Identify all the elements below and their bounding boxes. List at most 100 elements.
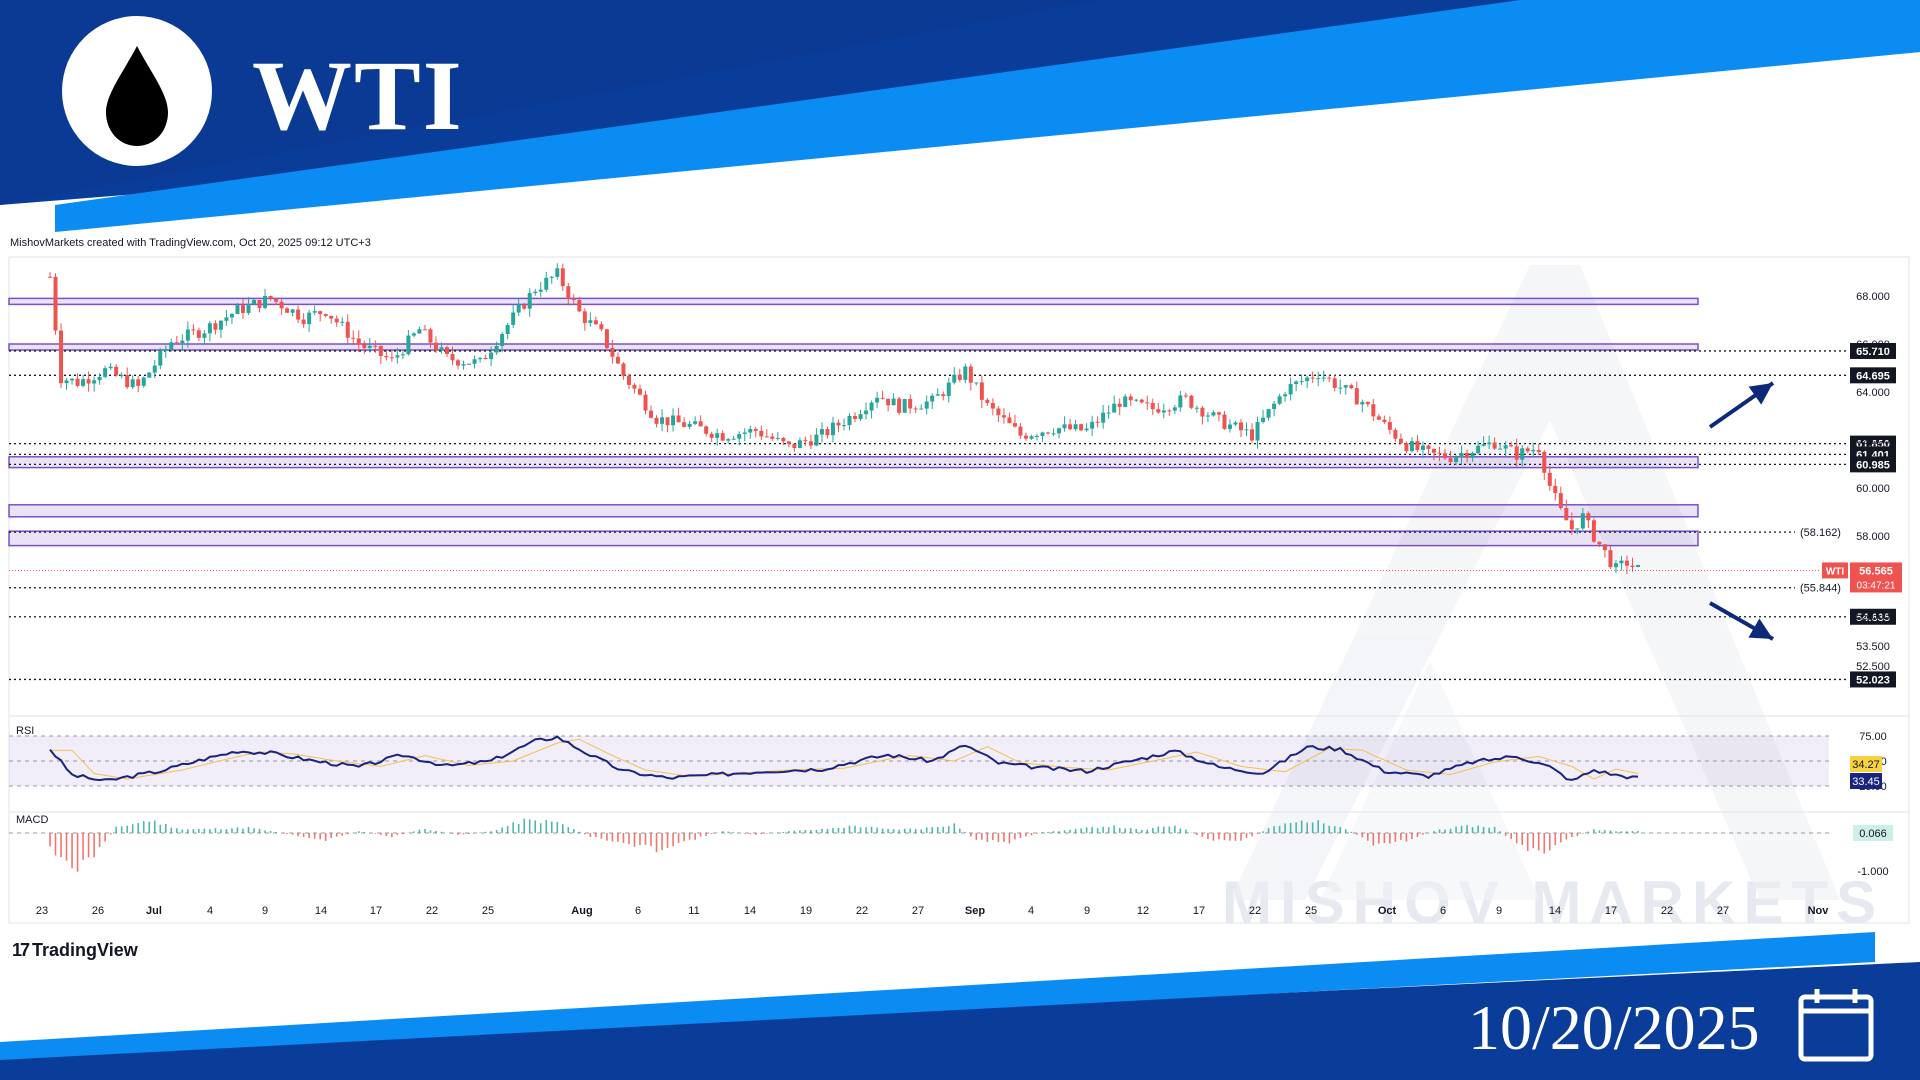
candle [433,336,438,353]
candle-body [1426,445,1431,449]
y-tick-5: 58.000 [1856,531,1890,543]
candle [1465,449,1470,463]
candle-body [1283,394,1288,397]
last-price-symbol: WTI [1826,566,1845,577]
candle-body [803,440,808,442]
candle [913,406,918,414]
y-tick-6: 55.000 [1856,611,1890,623]
candle [880,390,885,400]
candle-body [1023,435,1028,439]
candle-body [1409,441,1414,452]
candle-body [1575,528,1580,530]
candle [682,417,687,428]
candle-body [53,276,58,331]
candle-body [1481,444,1486,446]
candle [489,346,494,367]
candle-body [1172,407,1177,411]
candle-body [753,428,758,431]
watermark-logo [1230,265,1840,900]
candle-body [1288,384,1293,395]
candle [1117,398,1122,416]
candle-body [737,433,742,439]
candle [781,437,786,446]
x-tick-18: 9 [1084,905,1090,917]
candle-body [86,379,91,384]
candle [1272,400,1277,417]
candle-body [378,345,383,356]
candle [604,328,609,351]
candle [1040,431,1045,442]
x-tick-15: 27 [912,905,924,917]
last-price-countdown: 03:47:21 [1857,580,1896,591]
candle-body [731,438,736,440]
candle [1426,444,1431,455]
candle [626,373,631,390]
candle [1051,428,1056,437]
calendar-icon [1798,989,1874,1062]
candle [676,407,681,423]
candle-body [742,432,747,434]
candle [290,308,295,317]
candle-body [1371,404,1376,417]
x-tick-23: Oct [1378,905,1397,917]
candle-body [830,422,835,436]
candle [1542,449,1547,481]
candle [1095,416,1100,428]
candle-body [1046,432,1051,434]
candle-body [1327,377,1332,379]
candle [1079,423,1084,432]
candle [1068,418,1073,431]
candle-body [1536,449,1541,452]
candle [908,394,913,414]
resistance-zone-0 [8,297,1699,306]
candle [351,330,356,345]
bearish-arrow [1709,601,1774,641]
candle [158,348,163,370]
x-tick-19: 12 [1137,905,1149,917]
chart-credit: MishovMarkets created with TradingView.c… [10,237,371,249]
candle-body [307,312,312,325]
candle [1128,394,1133,406]
candle-body [643,394,648,411]
candle [411,332,416,338]
candle-body [367,345,372,348]
candle-body [356,338,361,345]
last-price-badge [1850,562,1902,593]
candle [1520,445,1525,467]
candle [378,345,383,365]
candle [1393,427,1398,442]
candle-body [70,378,75,381]
candle-body [235,305,240,315]
candle [125,367,130,390]
candle-body [748,428,753,433]
candle-body [632,384,637,389]
macd-badge-label: 0.066 [1859,828,1887,840]
candle [1509,441,1514,447]
candle [649,405,654,419]
candle [533,288,538,296]
candle [599,321,604,332]
candle [1525,446,1530,454]
candle [257,299,262,313]
x-tick-24: 6 [1440,905,1446,917]
candle [202,330,207,344]
x-tick-5: 14 [315,905,327,917]
candle [240,299,245,319]
candle-body [637,388,642,395]
candle-body [1591,520,1596,542]
level-badge-8 [1850,671,1896,688]
candle-body [781,437,786,442]
candle [1338,379,1343,395]
candle-body [1239,422,1243,431]
candle [566,282,571,306]
candle [384,350,389,361]
candle [549,275,554,284]
candle [610,339,615,364]
candle [235,302,240,315]
candle-body [224,317,229,321]
candle [1178,390,1183,412]
candle-body [875,397,880,403]
candle [252,298,257,305]
candle-body [1244,429,1249,431]
